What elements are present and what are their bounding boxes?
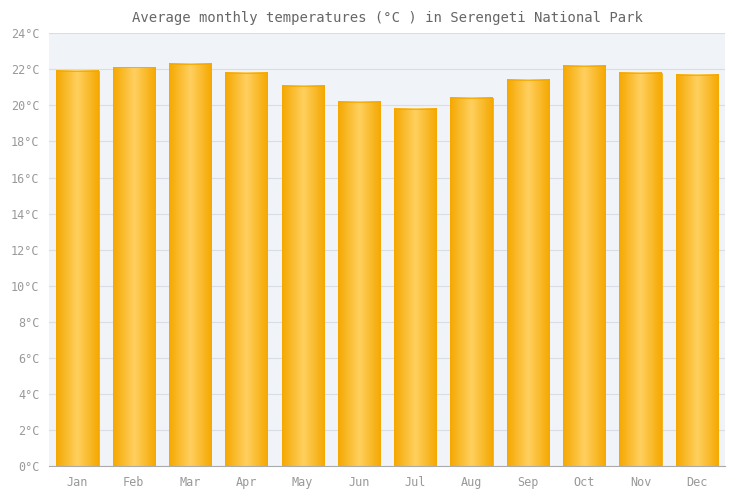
Title: Average monthly temperatures (°C ) in Serengeti National Park: Average monthly temperatures (°C ) in Se… [132, 11, 643, 25]
Bar [676, 74, 718, 466]
Bar [619, 73, 662, 466]
Bar [57, 71, 99, 466]
Bar [507, 80, 549, 466]
Bar [113, 68, 155, 466]
Bar [282, 86, 324, 466]
Bar [338, 102, 380, 466]
Bar [563, 66, 605, 466]
Bar [394, 109, 436, 466]
Bar [169, 64, 211, 466]
Bar [450, 98, 492, 466]
Bar [225, 73, 267, 466]
